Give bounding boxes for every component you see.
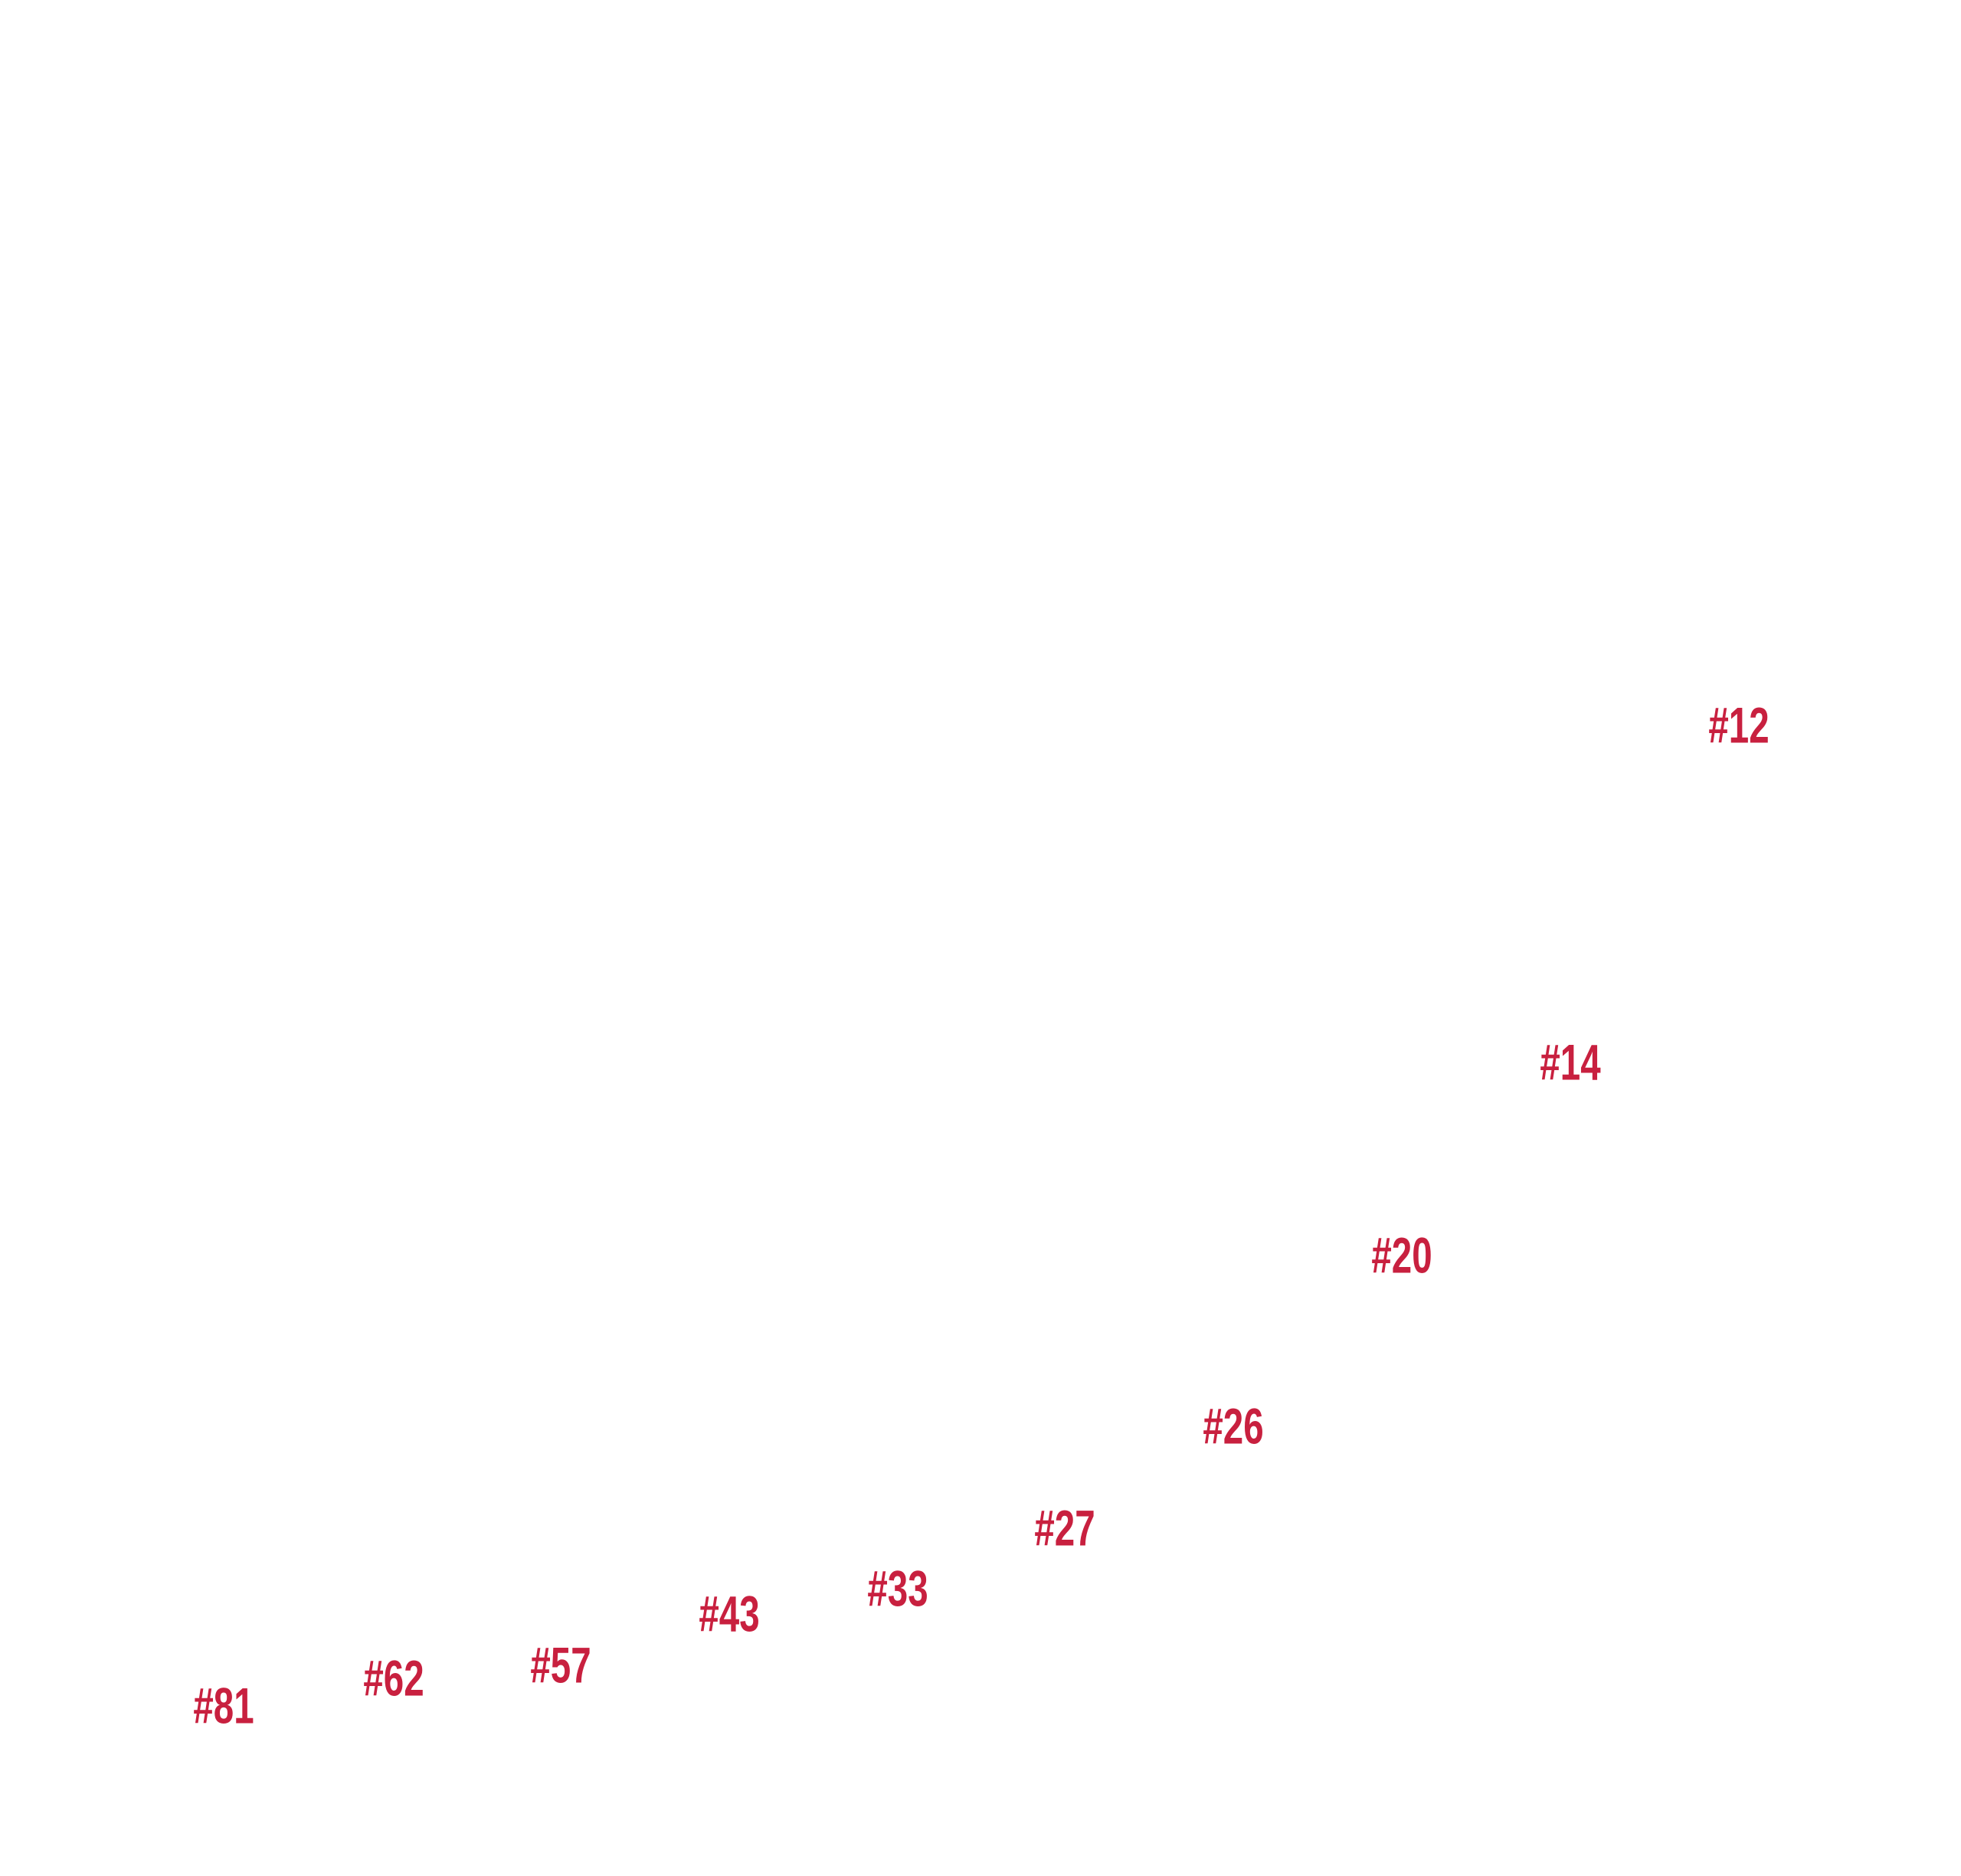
rank-label: #27 <box>1034 1501 1095 1557</box>
rank-label: #57 <box>530 1638 591 1694</box>
rank-label: #33 <box>867 1561 928 1617</box>
rank-label: #43 <box>699 1586 759 1642</box>
rank-label: #20 <box>1371 1228 1432 1284</box>
rank-label: #81 <box>193 1678 254 1734</box>
rank-label: #26 <box>1203 1399 1263 1455</box>
rank-label: #62 <box>363 1651 424 1707</box>
rank-label: #14 <box>1540 1035 1600 1091</box>
rank-label: #12 <box>1708 698 1769 754</box>
